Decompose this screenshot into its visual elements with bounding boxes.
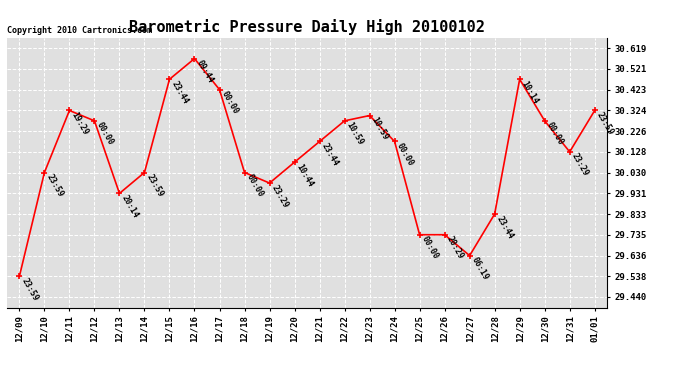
Text: 00:00: 00:00 bbox=[420, 235, 440, 261]
Text: 23:44: 23:44 bbox=[319, 141, 340, 168]
Text: 19:29: 19:29 bbox=[70, 111, 90, 136]
Text: 23:59: 23:59 bbox=[144, 172, 165, 199]
Text: 23:59: 23:59 bbox=[19, 276, 40, 302]
Text: 10:59: 10:59 bbox=[370, 116, 390, 142]
Text: Copyright 2010 Cartronics.com: Copyright 2010 Cartronics.com bbox=[7, 26, 152, 35]
Text: 10:14: 10:14 bbox=[520, 79, 540, 105]
Title: Barometric Pressure Daily High 20100102: Barometric Pressure Daily High 20100102 bbox=[129, 19, 485, 35]
Text: 06:19: 06:19 bbox=[470, 256, 490, 282]
Text: 00:00: 00:00 bbox=[95, 121, 115, 147]
Text: 23:44: 23:44 bbox=[495, 214, 515, 240]
Text: 23:29: 23:29 bbox=[270, 183, 290, 209]
Text: 00:00: 00:00 bbox=[244, 172, 265, 199]
Text: 00:00: 00:00 bbox=[219, 90, 240, 116]
Text: 00:00: 00:00 bbox=[544, 121, 565, 147]
Text: 10:59: 10:59 bbox=[344, 121, 365, 147]
Text: 20:29: 20:29 bbox=[444, 235, 465, 261]
Text: 23:29: 23:29 bbox=[570, 152, 590, 178]
Text: 20:14: 20:14 bbox=[119, 194, 140, 219]
Text: 23:44: 23:44 bbox=[170, 79, 190, 105]
Text: 00:00: 00:00 bbox=[395, 141, 415, 168]
Text: 23:59: 23:59 bbox=[44, 172, 65, 199]
Text: 23:59: 23:59 bbox=[595, 111, 615, 136]
Text: 10:44: 10:44 bbox=[295, 162, 315, 188]
Text: 09:44: 09:44 bbox=[195, 58, 215, 85]
